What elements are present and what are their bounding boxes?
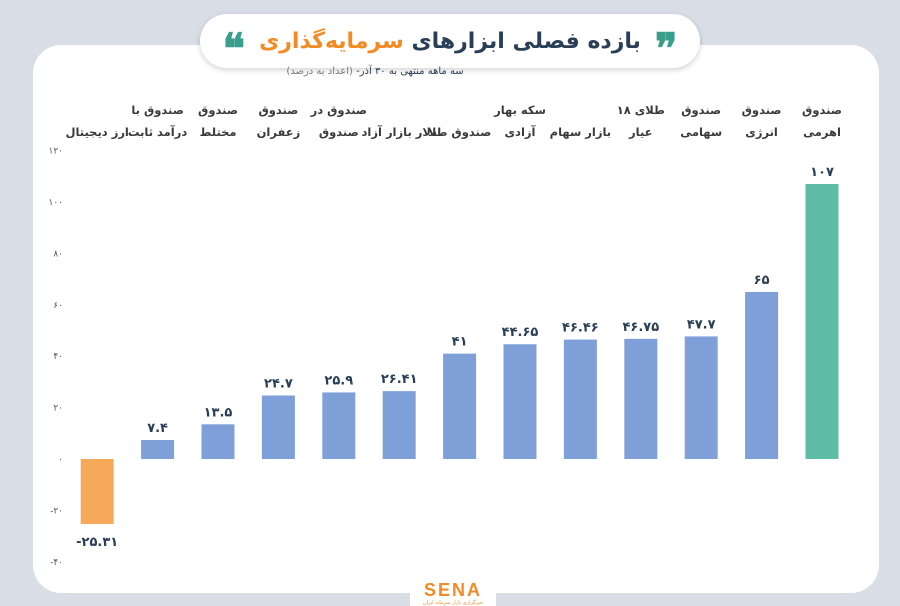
category-label: مختلط [199,125,236,139]
category-label: آزادی [505,125,537,139]
data-label: -۲۵.۳۱ [76,535,118,550]
bar [322,392,356,459]
chart-subtitle: سه ماهه منتهی به ۳۰ آذر- (اعداد به درصد) [200,66,550,77]
y-tick-label: ۸۰ [53,249,63,259]
category-label: سکه بهار [493,103,546,117]
category-label: صندوق [198,103,238,118]
y-tick-label: -۲۰ [50,506,63,516]
chart-card [33,45,879,593]
category-label: صندوق طلا [428,125,491,140]
category-label: صندوق [319,125,359,140]
data-label: ۴۴.۶۵ [502,325,539,340]
bar [201,424,235,459]
data-label: ۴۷.۷ [687,317,716,332]
subtitle-main: سه ماهه منتهی به ۳۰ آذر- [356,66,464,77]
bar [563,339,597,459]
title-banner: ❞ بازده فصلی ابزارهای سرمایه‌گذاری ❝ [200,14,700,73]
y-tick-label: -۴۰ [50,558,63,568]
bar [141,439,175,459]
data-label: ۴۶.۴۶ [562,321,599,336]
category-label: صندوق در [310,103,367,118]
category-label: انرژی [745,125,778,139]
bar [443,353,477,459]
y-tick-label: ۴۰ [53,352,63,362]
bar [382,391,416,459]
data-label: ۷.۴ [147,421,168,436]
bar [80,459,114,525]
category-label: عیار [628,125,653,139]
category-label: صندوق [802,103,842,118]
brand-subtitle: خبرگزاری بازار سرمایه ایران [423,600,483,606]
quote-open-icon: ❞ [654,24,678,73]
y-tick-label: ۱۲۰ [48,147,63,157]
category-label: زعفران [257,125,301,139]
category-label: ارز دیجیتال [66,125,129,139]
y-tick-label: ۶۰ [53,301,63,311]
chart-title-accent: سرمایه‌گذاری [259,28,404,54]
subtitle-note: (اعداد به درصد) [286,66,353,77]
bar [805,184,839,459]
brand-name: SENA [423,580,482,600]
data-label: ۲۶.۴۱ [381,372,418,387]
y-tick-label: ۲۰ [53,404,63,414]
data-label: ۱۳.۵ [204,405,233,420]
chart-title: بازده فصلی ابزارهای سرمایه‌گذاری [259,29,641,54]
category-label: صندوق با [131,103,184,118]
data-label: ۶۵ [754,273,770,288]
quote-close-icon: ❝ [222,24,246,73]
bar [261,395,295,459]
category-label: دلار بازار آزاد [362,125,437,139]
chart-title-main: بازده فصلی ابزارهای [411,28,641,54]
data-label: ۲۵.۹ [324,373,353,388]
category-label: اهرمی [803,125,841,139]
bar [684,336,718,459]
data-label: ۱۰۷ [810,165,834,180]
data-label: ۴۶.۷۵ [622,320,659,335]
category-label: بازار سهام [550,125,611,139]
bar [745,291,779,459]
category-label: صندوق [742,103,782,118]
category-label: سهامی [680,125,722,139]
category-label: صندوق [681,103,721,118]
y-tick-label: ۱۰۰ [48,198,63,208]
sena-logo: SENA خبرگزاری بازار سرمایه ایران [410,578,496,606]
y-tick-label: ۰ [58,455,63,465]
data-label: ۲۴.۷ [264,377,293,392]
category-label: طلای ۱۸ [617,103,665,117]
category-label: درآمد ثابت [128,125,187,139]
bar [503,344,537,459]
data-label: ۴۱ [452,335,468,350]
bar [624,338,658,459]
category-label: صندوق [258,103,298,118]
